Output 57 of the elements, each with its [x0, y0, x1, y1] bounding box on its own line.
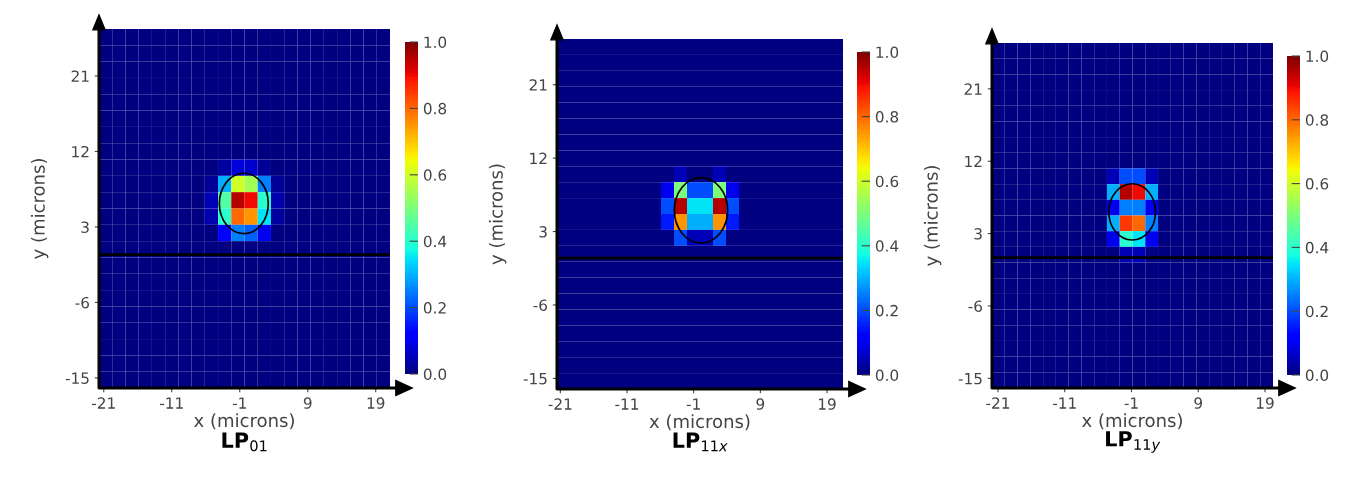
- y-tick-label: 12: [72, 145, 89, 158]
- x-tick-label: -11: [160, 397, 183, 409]
- color-bar-label: 0.4: [423, 235, 447, 248]
- y-axis-title: y (microns): [923, 166, 942, 266]
- x-tick-label: 9: [756, 398, 765, 410]
- y-axis-title: y (microns): [30, 159, 49, 259]
- x-axis-title: x (microns): [649, 414, 750, 431]
- x-tick-label: -21: [92, 397, 115, 409]
- color-bar-label: 1.0: [1306, 50, 1329, 63]
- y-tick-label: -6: [968, 300, 983, 312]
- x-tick-label: -21: [548, 398, 572, 410]
- color-bar-label: 0.0: [1305, 369, 1329, 382]
- x-tick-label: 9: [303, 397, 312, 409]
- text: LP$_{11y}$: [1106, 431, 1161, 453]
- y-axis-title: y (microns): [488, 164, 507, 265]
- y-tick-label: 21: [964, 83, 982, 95]
- x-tick-label: -1: [232, 397, 246, 409]
- x-tick-label: -1: [1124, 397, 1138, 409]
- x-tick-label: -21: [986, 397, 1010, 409]
- x-tick-label: 19: [1256, 397, 1274, 409]
- y-tick-label: 12: [965, 155, 982, 168]
- x-tick-label: 19: [818, 398, 836, 410]
- color-bar-label: 0.0: [423, 368, 447, 381]
- x-tick-label: -11: [1053, 397, 1076, 409]
- color-bar-label: 0.2: [1305, 305, 1328, 318]
- text: LP$_{01}$: [222, 432, 267, 452]
- color-bar-label: 1.0: [876, 46, 899, 59]
- y-tick-label: 12: [530, 152, 547, 164]
- color-bar-label: 0.4: [875, 240, 899, 252]
- y-tick-label: 3: [81, 221, 89, 233]
- y-tick-label: -6: [533, 299, 548, 311]
- color-bar-label: 0.2: [875, 304, 898, 317]
- color-bar-label: 0.8: [1305, 114, 1329, 126]
- color-bar-label: 1.0: [424, 36, 447, 49]
- color-bar-label: 0.6: [423, 169, 447, 181]
- y-tick-label: 21: [71, 70, 89, 82]
- color-bar-label: 0.8: [423, 102, 447, 115]
- text: LP$_{11x}$: [673, 432, 728, 452]
- y-tick-label: -15: [523, 373, 547, 385]
- color-bar-label: 0.0: [875, 369, 899, 382]
- color-bar-label: 0.8: [875, 111, 899, 123]
- y-tick-label: -15: [958, 373, 982, 385]
- color-bar-label: 0.2: [423, 302, 446, 314]
- x-axis-title: x (microns): [1082, 413, 1182, 430]
- color-bar-label: 0.6: [875, 175, 899, 188]
- y-tick-label: 21: [529, 79, 547, 91]
- x-axis-title: x (microns): [194, 413, 294, 430]
- x-tick-label: -1: [686, 398, 700, 410]
- x-tick-label: 9: [1194, 397, 1203, 409]
- y-tick-label: 3: [539, 226, 547, 238]
- color-bar-label: 0.4: [1305, 241, 1329, 254]
- y-tick-label: -15: [65, 372, 89, 384]
- y-tick-label: 3: [974, 228, 982, 240]
- color-bar-label: 0.6: [1305, 178, 1329, 190]
- x-tick-label: -11: [615, 398, 639, 410]
- x-tick-label: 19: [367, 397, 385, 409]
- y-tick-label: -6: [75, 296, 90, 309]
